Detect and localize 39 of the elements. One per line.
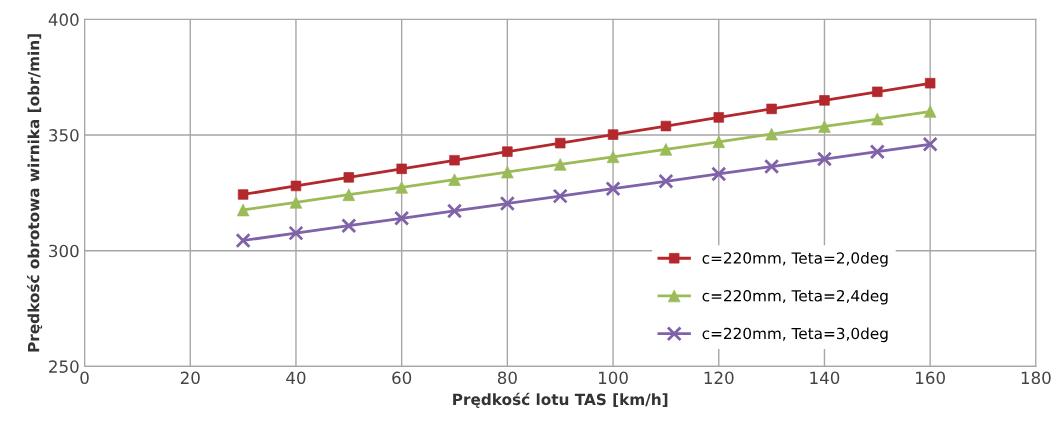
- legend-label: c=220mm, Teta=2,0deg: [702, 252, 888, 267]
- legend-label: c=220mm, Teta=3,0deg: [702, 327, 888, 343]
- x-tick-label: 180: [1021, 371, 1051, 385]
- point: [555, 137, 566, 149]
- point: [235, 232, 251, 249]
- point: [396, 163, 407, 175]
- point: [394, 210, 410, 226]
- y-axis-title: Prędkość obrotowa wirnika [obr/min]: [26, 34, 43, 352]
- x-tick-label: 60: [392, 371, 412, 385]
- x-tick-label: 140: [810, 371, 840, 385]
- point: [763, 158, 780, 175]
- point: [499, 195, 515, 212]
- point: [869, 144, 885, 160]
- y-tick-label: 250: [49, 360, 79, 373]
- point: [660, 120, 672, 132]
- point: [342, 188, 356, 201]
- x-tick-label: 100: [598, 371, 628, 385]
- legend-label: c=220mm, Teta=2,4deg: [702, 289, 888, 305]
- x-axis-title: Prędkość lotu TAS [km/h]: [453, 392, 668, 408]
- x-tick-label: 80: [497, 371, 517, 385]
- x-tick-label: 160: [916, 371, 945, 385]
- point: [658, 173, 674, 189]
- point: [816, 151, 833, 167]
- y-tick-label: 400: [48, 13, 79, 26]
- point: [712, 135, 726, 149]
- point: [552, 188, 568, 204]
- x-tick-label: 120: [704, 371, 734, 385]
- point: [922, 136, 938, 152]
- y-tick-label: 350: [49, 129, 79, 142]
- point: [605, 181, 621, 197]
- y-tick-label: 300: [49, 244, 79, 258]
- point: [711, 166, 727, 182]
- point: [341, 218, 357, 234]
- point: [288, 225, 304, 241]
- x-tick-label: 20: [180, 371, 200, 385]
- point: [502, 146, 513, 157]
- point: [446, 203, 463, 219]
- x-tick-label: 40: [286, 371, 306, 385]
- x-tick-label: 0: [80, 371, 89, 385]
